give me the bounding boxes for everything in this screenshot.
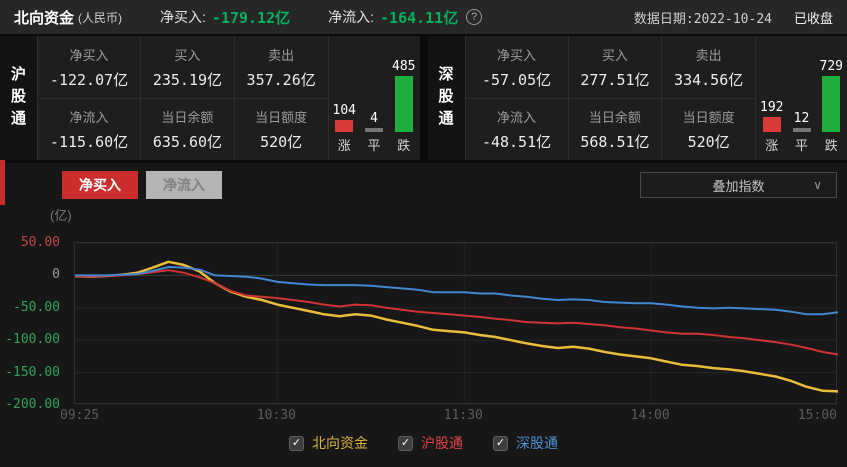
y-tick-label: -100.00 bbox=[5, 332, 60, 348]
flow-chart bbox=[74, 242, 839, 406]
sell-cell: 卖出 334.56亿 bbox=[661, 36, 755, 98]
sell-cell: 卖出 357.26亿 bbox=[233, 36, 328, 98]
net-inflow-label: 净流入: bbox=[328, 9, 375, 25]
net-buy-value: -179.12亿 bbox=[211, 8, 291, 27]
net-inflow-cell: 净流入 -48.51亿 bbox=[464, 98, 568, 160]
balance-cell: 当日余额 568.51亿 bbox=[567, 98, 662, 160]
series-sh-connect bbox=[74, 269, 839, 356]
x-tick-label: 09:25 bbox=[60, 408, 100, 423]
legend-label-sz-connect: 深股通 bbox=[516, 435, 558, 451]
up-bar: 104 涨 bbox=[332, 103, 356, 153]
chevron-down-icon: ∨ bbox=[813, 178, 822, 192]
y-tick-label: -200.00 bbox=[5, 397, 60, 412]
y-tick-label: 50.00 bbox=[20, 235, 60, 250]
checkbox-north-funds[interactable]: ✓ bbox=[289, 435, 304, 451]
x-tick-label: 14:00 bbox=[630, 408, 670, 423]
y-tick-label: 0 bbox=[52, 267, 60, 283]
series-legend: ✓ 北向资金 ✓ 沪股通 ✓ 深股通 bbox=[0, 433, 847, 453]
currency-suffix: (人民币) bbox=[78, 10, 123, 25]
x-tick-label: 11:30 bbox=[443, 408, 483, 423]
down-bar: 485 跌 bbox=[392, 59, 416, 153]
net-inflow-cell: 净流入 -115.60亿 bbox=[37, 98, 141, 160]
net-buy-cell: 净买入 -57.05亿 bbox=[464, 36, 568, 98]
chart-section: 净买入 净流入 叠加指数 ∨ (亿) 50.00 0 -50.00 -100.00 -1… bbox=[0, 160, 847, 467]
legend-item-sz-connect[interactable]: ✓ 深股通 bbox=[493, 433, 558, 453]
header-bar: 北向资金 (人民币) 净买入: -179.12亿 净流入: -164.11亿 ?… bbox=[0, 0, 847, 34]
y-tick-label: -150.00 bbox=[5, 364, 60, 380]
help-icon[interactable]: ? bbox=[466, 9, 483, 25]
flat-bar: 12 平 bbox=[792, 111, 811, 153]
legend-label-sh-connect: 沪股通 bbox=[421, 435, 463, 451]
metric-tabs: 净买入 净流入 bbox=[62, 171, 222, 199]
legend-item-sh-connect[interactable]: ✓ 沪股通 bbox=[398, 433, 463, 453]
panel-stats: 净买入 -57.05亿 买入 277.51亿 卖出 334.56亿 净流入 -4… bbox=[464, 36, 755, 160]
series-north-funds bbox=[74, 260, 839, 393]
net-inflow-value: -164.11亿 bbox=[380, 8, 459, 27]
up-flat-down-bars: 192 涨 12 平 729 跌 bbox=[755, 36, 847, 160]
balance-cell: 当日余额 635.60亿 bbox=[140, 98, 234, 160]
sh-connect-panel: 沪股通 净买入 -122.07亿 买入 235.19亿 卖出 357.26亿 净… bbox=[0, 36, 420, 160]
up-bar: 192 涨 bbox=[760, 100, 784, 153]
tab-net-inflow[interactable]: 净流入 bbox=[146, 171, 222, 199]
quota-cell: 当日额度 520亿 bbox=[233, 98, 328, 160]
legend-label-north-funds: 北向资金 bbox=[312, 435, 368, 451]
y-tick-label: -50.00 bbox=[13, 299, 60, 315]
panel-title: 深股通 bbox=[427, 36, 465, 160]
data-date: 数据日期:2022-10-24 bbox=[633, 11, 772, 27]
quota-cell: 当日额度 520亿 bbox=[661, 98, 755, 160]
header-net-inflow: 净流入: -164.11亿 ? bbox=[328, 7, 483, 28]
overlay-index-value: 叠加指数 bbox=[712, 178, 765, 194]
legend-item-north-funds[interactable]: ✓ 北向资金 bbox=[289, 433, 368, 453]
checkbox-sz-connect[interactable]: ✓ bbox=[493, 435, 508, 451]
connect-panels: 沪股通 净买入 -122.07亿 买入 235.19亿 卖出 357.26亿 净… bbox=[0, 36, 847, 160]
net-buy-label: 净买入: bbox=[160, 9, 206, 25]
header-net-buy: 净买入: -179.12亿 bbox=[160, 7, 290, 28]
down-bar: 729 跌 bbox=[819, 59, 843, 153]
y-axis-unit: (亿) bbox=[50, 208, 72, 223]
page-title: 北向资金 bbox=[14, 9, 75, 27]
tab-net-buy[interactable]: 净买入 bbox=[62, 171, 138, 199]
x-axis-labels: 09:25 10:30 11:30 14:00 15:00 bbox=[0, 408, 847, 424]
x-tick-label: 15:00 bbox=[797, 408, 837, 423]
panel-title: 沪股通 bbox=[0, 36, 37, 160]
sz-connect-panel: 深股通 净买入 -57.05亿 买入 277.51亿 卖出 334.56亿 净流… bbox=[427, 36, 847, 160]
market-status: 已收盘 bbox=[793, 10, 833, 26]
overlay-index-select[interactable]: 叠加指数 ∨ bbox=[640, 172, 837, 198]
x-tick-label: 10:30 bbox=[256, 408, 296, 423]
y-axis-labels: 50.00 0 -50.00 -100.00 -150.00 -200.00 bbox=[0, 235, 66, 412]
buy-cell: 买入 277.51亿 bbox=[567, 36, 662, 98]
header-right: 数据日期:2022-10-24 已收盘 bbox=[634, 8, 833, 27]
panel-stats: 净买入 -122.07亿 买入 235.19亿 卖出 357.26亿 净流入 -… bbox=[37, 36, 328, 160]
flow-chart-canvas bbox=[74, 242, 839, 406]
series-sz-connect bbox=[75, 266, 839, 316]
net-buy-cell: 净买入 -122.07亿 bbox=[37, 36, 140, 98]
checkbox-sh-connect[interactable]: ✓ bbox=[398, 435, 413, 451]
section-accent-bar bbox=[0, 160, 5, 205]
buy-cell: 买入 235.19亿 bbox=[140, 36, 234, 98]
